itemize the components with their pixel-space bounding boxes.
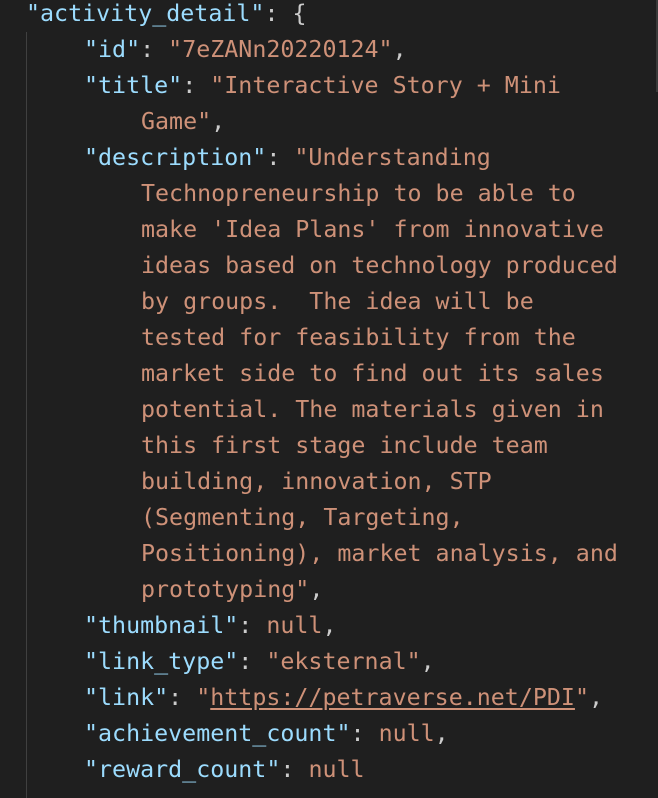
open-brace: { — [292, 0, 307, 27]
description-line: this first stage include team — [141, 432, 548, 459]
description-wrap-line: prototyping", — [0, 572, 323, 608]
colon: : — [266, 144, 295, 171]
description-wrap-line: by groups. The idea will be — [0, 284, 534, 320]
code-line-title-wrap: Game", — [0, 104, 225, 140]
colon: : — [238, 648, 267, 675]
quote: " — [574, 684, 589, 711]
description-line: "Understanding — [294, 144, 491, 171]
id-key: "id" — [84, 36, 141, 63]
description-line: building, innovation, STP — [141, 468, 492, 495]
colon: : — [168, 684, 197, 711]
description-wrap-line: potential. The materials given in — [0, 392, 604, 428]
link-type-value: "eksternal" — [266, 648, 421, 675]
id-value: "7eZANn20220124" — [168, 36, 393, 63]
link-url[interactable]: https://petraverse.net/PDI — [210, 684, 575, 711]
description-line: (Segmenting, Targeting, — [141, 504, 464, 531]
description-wrap-line: Positioning), market analysis, and — [0, 536, 618, 572]
description-line: Technopreneurship to be able to — [141, 180, 576, 207]
description-wrap-line: Technopreneurship to be able to — [0, 176, 576, 212]
title-value-line1: "Interactive Story + Mini — [210, 72, 561, 99]
colon: : — [350, 720, 379, 747]
title-value-line2: Game" — [141, 108, 212, 135]
comma: , — [420, 648, 435, 675]
description-wrap-line: ideas based on technology produced — [0, 248, 618, 284]
achievement-count-value: null — [378, 720, 435, 747]
comma: , — [309, 576, 324, 603]
description-line: make 'Idea Plans' from innovative — [141, 216, 604, 243]
comma: , — [322, 612, 337, 639]
description-line: prototyping" — [141, 576, 310, 603]
description-wrap-line: market side to find out its sales — [0, 356, 604, 392]
comma: , — [588, 684, 603, 711]
description-line: market side to find out its sales — [141, 360, 604, 387]
description-line: tested for feasibility from the — [141, 324, 576, 351]
code-line-link-type: "link_type": "eksternal", — [0, 644, 435, 680]
achievement-count-key: "achievement_count" — [84, 720, 351, 747]
code-line-thumbnail: "thumbnail": null, — [0, 608, 337, 644]
colon: : — [264, 0, 293, 27]
thumbnail-key: "thumbnail" — [84, 612, 239, 639]
link-type-key: "link_type" — [84, 648, 239, 675]
colon: : — [140, 36, 169, 63]
indent-guide — [26, 32, 27, 798]
comma: , — [211, 108, 226, 135]
comma: , — [392, 36, 407, 63]
code-line-title: "title": "Interactive Story + Mini — [0, 68, 561, 104]
comma: , — [434, 720, 449, 747]
colon: : — [182, 72, 211, 99]
description-wrap-line: this first stage include team — [0, 428, 548, 464]
description-key: "description" — [84, 144, 267, 171]
link-key: "link" — [84, 684, 169, 711]
colon: : — [238, 612, 267, 639]
code-line-achievement-count: "achievement_count": null, — [0, 716, 449, 752]
description-wrap-line: make 'Idea Plans' from innovative — [0, 212, 604, 248]
code-line-root: "activity_detail": { — [0, 0, 307, 32]
title-key: "title" — [84, 72, 183, 99]
code-line-reward-count: "reward_count": null — [0, 752, 365, 788]
description-line: ideas based on technology produced — [141, 252, 618, 279]
description-line: by groups. The idea will be — [141, 288, 534, 315]
description-wrap-line: building, innovation, STP — [0, 464, 492, 500]
colon: : — [280, 756, 309, 783]
root-key: "activity_detail" — [26, 0, 265, 27]
code-line-link: "link": "https://petraverse.net/PDI", — [0, 680, 603, 716]
description-line: Positioning), market analysis, and — [141, 540, 618, 567]
reward-count-key: "reward_count" — [84, 756, 281, 783]
thumbnail-value: null — [266, 612, 323, 639]
description-wrap-line: (Segmenting, Targeting, — [0, 500, 464, 536]
quote: " — [196, 684, 211, 711]
description-line: potential. The materials given in — [141, 396, 604, 423]
description-wrap-line: tested for feasibility from the — [0, 320, 576, 356]
code-line-description: "description": "Understanding — [0, 140, 491, 176]
code-line-id: "id": "7eZANn20220124", — [0, 32, 407, 68]
scrollbar[interactable] — [656, 0, 658, 92]
reward-count-value: null — [308, 756, 365, 783]
